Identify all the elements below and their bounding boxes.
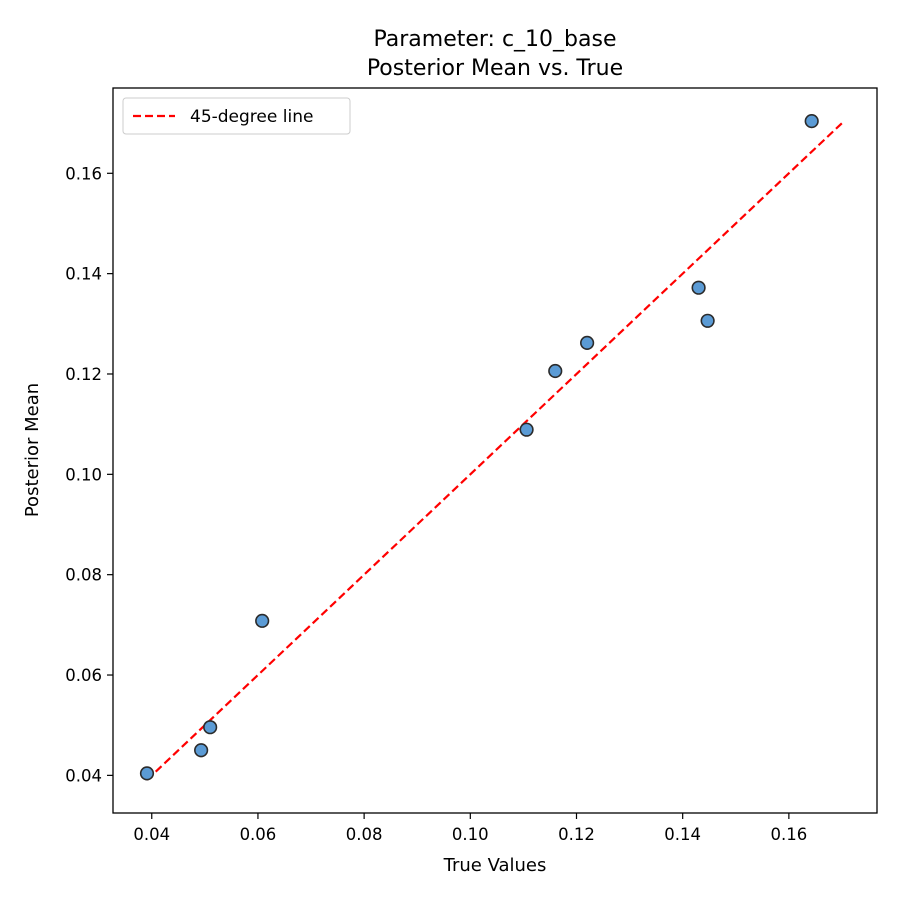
data-point — [194, 743, 209, 758]
axis-ticks: 0.04 0.06 0.08 0.10 0.12 0.14 0.16 0.04 0.06 0.08… — [65, 164, 807, 844]
data-point — [139, 766, 155, 781]
data-point — [519, 422, 534, 437]
data-point — [580, 335, 595, 350]
x-tick-label: 0.04 — [133, 825, 170, 844]
reference-line-layer — [146, 122, 843, 781]
data-point — [203, 720, 218, 735]
x-tick-label: 0.12 — [558, 825, 595, 844]
data-point — [255, 613, 270, 628]
legend: 45-degree line — [122, 97, 351, 135]
data-points-layer — [139, 114, 819, 781]
y-tick-label: 0.16 — [65, 164, 102, 183]
chart-title: Parameter: c_10_base — [373, 27, 616, 52]
x-tick-label: 0.16 — [770, 825, 807, 844]
y-tick-label: 0.10 — [65, 465, 102, 484]
x-tick-label: 0.06 — [240, 825, 277, 844]
x-tick-label: 0.10 — [452, 825, 489, 844]
data-point — [804, 114, 819, 129]
chart-subtitle: Posterior Mean vs. True — [367, 56, 623, 81]
x-tick-label: 0.14 — [664, 825, 701, 844]
x-axis-label: True Values — [443, 855, 547, 876]
y-tick-label: 0.14 — [65, 265, 102, 284]
legend-label-45-degree-line: 45-degree line — [190, 107, 313, 127]
y-tick-label: 0.08 — [65, 566, 102, 585]
plot-area-frame — [112, 87, 878, 814]
reference-line-45-degree — [146, 122, 843, 781]
y-axis-label: Posterior Mean — [22, 383, 43, 517]
data-point — [548, 363, 563, 379]
legend-box — [122, 97, 351, 135]
data-point — [691, 280, 706, 295]
y-tick-label: 0.04 — [65, 766, 102, 785]
x-tick-label: 0.08 — [346, 825, 383, 844]
data-point — [700, 313, 715, 328]
y-tick-label: 0.06 — [65, 666, 102, 685]
y-tick-label: 0.12 — [65, 365, 102, 384]
